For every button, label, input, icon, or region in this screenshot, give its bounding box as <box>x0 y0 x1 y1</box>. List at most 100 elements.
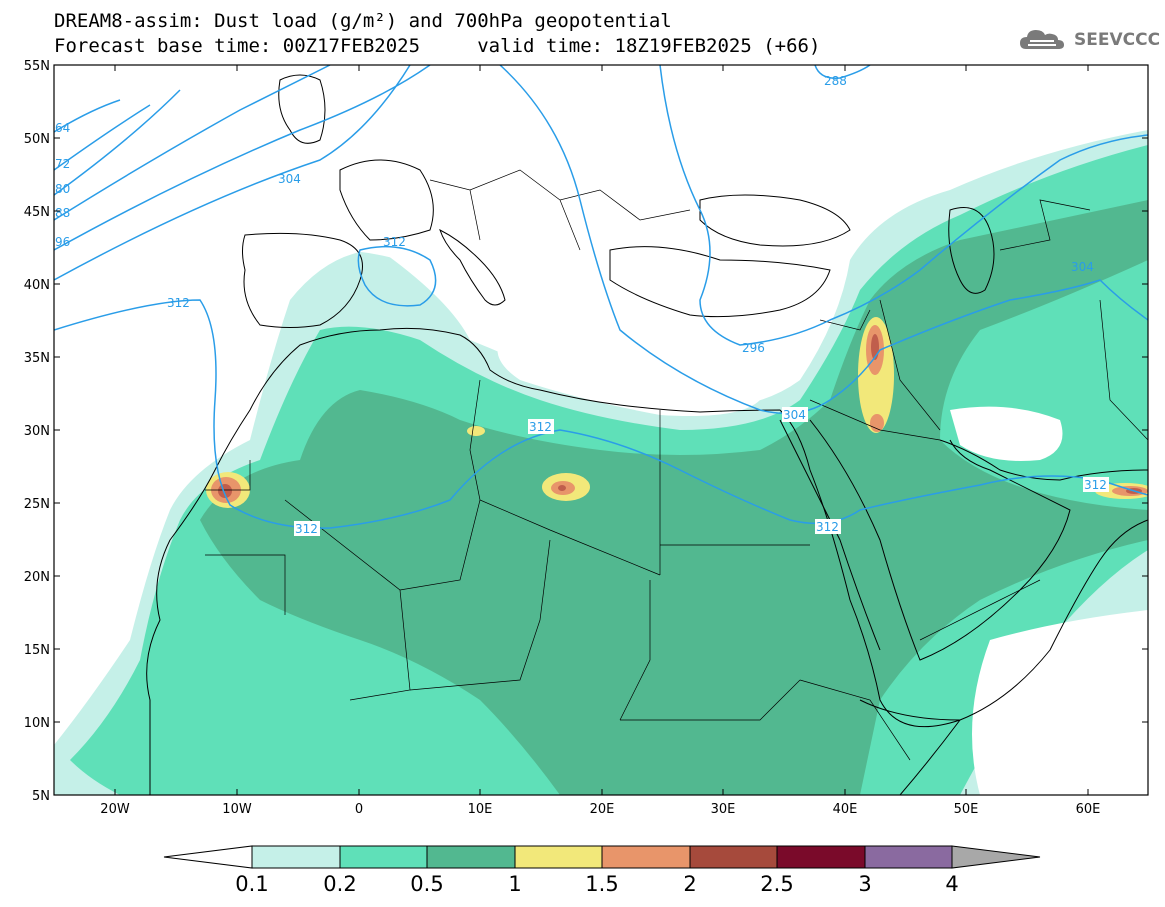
contour-312-west <box>54 299 1148 529</box>
colorbar-labels: 0.1 0.2 0.5 1 1.5 2 2.5 3 4 <box>235 872 958 896</box>
lon-tick-label: 60E <box>1076 802 1101 817</box>
border-iran-iraq <box>879 299 941 431</box>
lat-tick-label: 15N <box>24 643 50 658</box>
lon-tick-label: 20E <box>590 802 615 817</box>
seevccc-logo: SEEVCCC <box>1018 27 1160 53</box>
colorbar-label: 1.5 <box>585 872 618 896</box>
colorbar-bin <box>601 845 691 869</box>
country-borders <box>205 169 1148 761</box>
lon-tick-label: 30E <box>711 802 736 817</box>
contour-label: 312 <box>295 522 318 536</box>
border-ethiopia <box>799 679 911 761</box>
lat-tick-label: 55N <box>24 59 50 74</box>
contour-label: 312 <box>1084 478 1107 492</box>
coast-france <box>339 159 434 241</box>
label-bg <box>528 419 554 434</box>
dust-field <box>54 65 1148 795</box>
colorbar-bin <box>776 845 866 869</box>
contour-272 <box>54 104 151 171</box>
clear-patch-arabian-sea <box>972 610 1148 795</box>
colorbar-bin <box>514 845 603 869</box>
border-niger-nigeria <box>409 539 551 691</box>
contour-label: 88 <box>55 206 70 220</box>
longitude-axis: 20W 10W 0 10E 20E 30E 40E 50E 60E <box>100 65 1100 817</box>
colorbar-label: 0.2 <box>323 872 356 896</box>
clear-patch-libya <box>497 337 760 416</box>
clear-patch-atlantic-north <box>54 65 800 440</box>
border-kazakh <box>999 199 1091 251</box>
border-europe <box>429 169 691 251</box>
contour-296-east <box>659 65 1148 346</box>
contour-label: 96 <box>55 235 70 249</box>
border-algeria-mali <box>284 499 481 591</box>
colorbar-bin <box>339 845 428 869</box>
coast-caspian <box>948 207 995 294</box>
forecast-time-line: Forecast base time: 00Z17FEB2025 valid t… <box>54 35 821 57</box>
colorbar-label: 2.5 <box>760 872 793 896</box>
lat-tick-label: 30N <box>24 424 50 439</box>
border-saudi-iraq <box>809 399 941 441</box>
contour-288 <box>54 65 331 221</box>
label-bg <box>815 519 841 534</box>
colorbar-label: 3 <box>858 872 871 896</box>
colorbar-label: 1 <box>508 872 521 896</box>
lon-tick-label: 50E <box>954 802 979 817</box>
cloud-icon <box>1020 30 1064 49</box>
coast-iberia <box>242 232 363 328</box>
contour-label: 304 <box>1071 260 1094 274</box>
latitude-axis: 55N 50N 45N 40N 35N 30N 25N 20N 15N 10N … <box>24 59 1148 804</box>
label-bg <box>294 521 320 536</box>
border-libya-chad <box>549 529 661 576</box>
lat-tick-label: 45N <box>24 205 50 220</box>
colorbar-label: 4 <box>945 872 958 896</box>
border-algeria-libya <box>469 379 551 531</box>
lon-tick-label: 40E <box>833 802 858 817</box>
lat-tick-label: 20N <box>24 570 50 585</box>
colorbar <box>163 845 1041 869</box>
contour-296 <box>54 65 431 251</box>
label-bg <box>1083 477 1109 492</box>
contour-label: 296 <box>742 341 765 355</box>
logo-text: SEEVCCC <box>1074 30 1161 50</box>
contour-label: 312 <box>167 296 190 310</box>
border-iraq-syria <box>819 309 871 331</box>
colorbar-label: 0.1 <box>235 872 268 896</box>
border-sudan-south <box>620 679 801 721</box>
contour-312-iberia <box>357 245 437 307</box>
colorbar-bin <box>426 845 516 869</box>
dust-core-iraq-south <box>870 414 884 432</box>
contour-304-east <box>499 65 1148 415</box>
contour-labels: 64 72 80 88 96 304 312 312 312 312 312 3… <box>55 74 1109 536</box>
coast-turkey <box>609 246 831 318</box>
contour-280 <box>54 89 181 196</box>
map-title: DREAM8-assim: Dust load (g/m²) and 700hP… <box>54 10 672 32</box>
dust-hotspot-algeria <box>467 426 485 436</box>
contour-label: 64 <box>55 121 70 135</box>
contour-label: 288 <box>824 74 847 88</box>
contour-288-north <box>814 65 871 79</box>
lon-tick-label: 0 <box>355 802 363 817</box>
contour-label: 312 <box>383 235 406 249</box>
contour-label: 304 <box>278 172 301 186</box>
colorbar-under-arrow <box>163 845 253 869</box>
lon-tick-label: 10E <box>468 802 493 817</box>
colorbar-over-arrow <box>951 845 1041 869</box>
contour-304 <box>54 65 411 281</box>
lon-tick-label: 10W <box>222 802 252 817</box>
clear-patch-saudi <box>950 406 1063 461</box>
label-bg <box>782 407 808 422</box>
coast-black-sea <box>699 194 851 247</box>
border-chad-sudan <box>619 580 651 721</box>
colorbar-label: 0.5 <box>410 872 443 896</box>
border-western-sahara <box>205 460 286 615</box>
coast-italy <box>439 229 506 306</box>
lon-tick-label: 20W <box>100 802 130 817</box>
border-iran-east <box>1099 299 1148 441</box>
contour-264 <box>54 99 121 133</box>
contour-label: 304 <box>783 408 806 422</box>
colorbar-label: 2 <box>683 872 696 896</box>
contour-label: 312 <box>816 520 839 534</box>
lat-tick-label: 25N <box>24 497 50 512</box>
lat-tick-label: 10N <box>24 716 50 731</box>
